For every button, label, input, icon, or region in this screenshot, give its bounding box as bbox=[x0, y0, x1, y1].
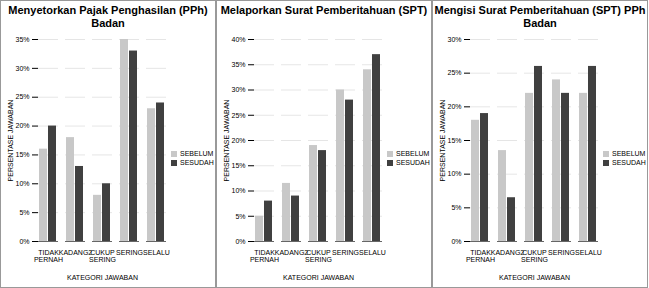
html-text:Melaporkan Surat Pemberitahuan: Melaporkan Surat Pemberitahuan (SPT) bbox=[220, 4, 428, 16]
svg-text:35%: 35% bbox=[15, 36, 29, 43]
svg-text:5%: 5% bbox=[451, 204, 461, 211]
svg-text:PERSENTASE JAWABAN: PERSENTASE JAWABAN bbox=[223, 100, 230, 182]
html-text:TIDAK: TIDAK bbox=[470, 249, 491, 257]
svg-text:25%: 25% bbox=[15, 93, 29, 100]
svg-text:15%: 15% bbox=[231, 162, 245, 169]
svg-text:KADANG2: KADANG2 bbox=[491, 249, 525, 256]
html-text:SESUDAH: SESUDAH bbox=[612, 159, 646, 166]
html-text:SESUDAH: SESUDAH bbox=[396, 159, 430, 166]
svg-text:PERSENTASE JAWABAN: PERSENTASE JAWABAN bbox=[7, 100, 14, 182]
svg-text:PERSENTASE JAWABAN: PERSENTASE JAWABAN bbox=[439, 100, 446, 182]
svg-text:5%: 5% bbox=[235, 212, 245, 219]
svg-text:CUKUPSERING: CUKUPSERING bbox=[521, 249, 548, 263]
svg-text:0%: 0% bbox=[235, 238, 245, 245]
svg-text:5%: 5% bbox=[19, 209, 29, 216]
svg-text:KATEGORI JAWABAN: KATEGORI JAWABAN bbox=[499, 274, 570, 281]
html-text:SEBELUM: SEBELUM bbox=[396, 150, 430, 157]
svg-text:20%: 20% bbox=[231, 137, 245, 144]
html-text:PERNAH: PERNAH bbox=[33, 256, 64, 264]
html-text:TIDAK: TIDAK bbox=[38, 249, 59, 257]
svg-text:0%: 0% bbox=[451, 238, 461, 245]
svg-text:CUKUPSERING: CUKUPSERING bbox=[89, 249, 116, 263]
svg-text:10%: 10% bbox=[447, 170, 461, 177]
svg-text:SELALU: SELALU bbox=[143, 249, 170, 256]
svg-text:20%: 20% bbox=[447, 103, 461, 110]
svg-text:SERING: SERING bbox=[548, 249, 575, 256]
svg-text:30%: 30% bbox=[231, 86, 245, 93]
svg-text:SERING: SERING bbox=[116, 249, 143, 256]
svg-text:10%: 10% bbox=[15, 180, 29, 187]
svg-text:KATEGORI JAWABAN: KATEGORI JAWABAN bbox=[67, 274, 138, 281]
html-text:Mengisi Surat Pemberitahuan (S: Mengisi Surat Pemberitahuan (SPT) PPh Ba… bbox=[434, 4, 646, 29]
svg-text:40%: 40% bbox=[231, 36, 245, 43]
svg-text:30%: 30% bbox=[447, 36, 461, 43]
svg-text:SELALU: SELALU bbox=[359, 249, 386, 256]
html-text:SESUDAH: SESUDAH bbox=[180, 159, 214, 166]
html-text:SEBELUM: SEBELUM bbox=[180, 150, 214, 157]
svg-text:30%: 30% bbox=[15, 65, 29, 72]
svg-text:KADANG2: KADANG2 bbox=[275, 249, 309, 256]
svg-text:15%: 15% bbox=[15, 151, 29, 158]
svg-text:35%: 35% bbox=[231, 61, 245, 68]
html-text:PERNAH: PERNAH bbox=[465, 256, 496, 264]
svg-text:25%: 25% bbox=[447, 69, 461, 76]
svg-text:SERING: SERING bbox=[332, 249, 359, 256]
html-text:PERNAH: PERNAH bbox=[249, 256, 280, 264]
svg-text:15%: 15% bbox=[447, 137, 461, 144]
svg-text:25%: 25% bbox=[231, 111, 245, 118]
html-text:SEBELUM: SEBELUM bbox=[612, 150, 646, 157]
svg-text:20%: 20% bbox=[15, 122, 29, 129]
html-text:Menyetorkan Pajak Penghasilan: Menyetorkan Pajak Penghasilan (PPh) Bada… bbox=[8, 4, 208, 29]
svg-text:CUKUPSERING: CUKUPSERING bbox=[305, 249, 332, 263]
html-text:TIDAK: TIDAK bbox=[254, 249, 275, 257]
svg-text:10%: 10% bbox=[231, 187, 245, 194]
svg-text:SELALU: SELALU bbox=[575, 249, 602, 256]
svg-text:KADANG2: KADANG2 bbox=[59, 249, 93, 256]
svg-text:KATEGORI JAWABAN: KATEGORI JAWABAN bbox=[283, 274, 354, 281]
svg-text:0%: 0% bbox=[19, 238, 29, 245]
